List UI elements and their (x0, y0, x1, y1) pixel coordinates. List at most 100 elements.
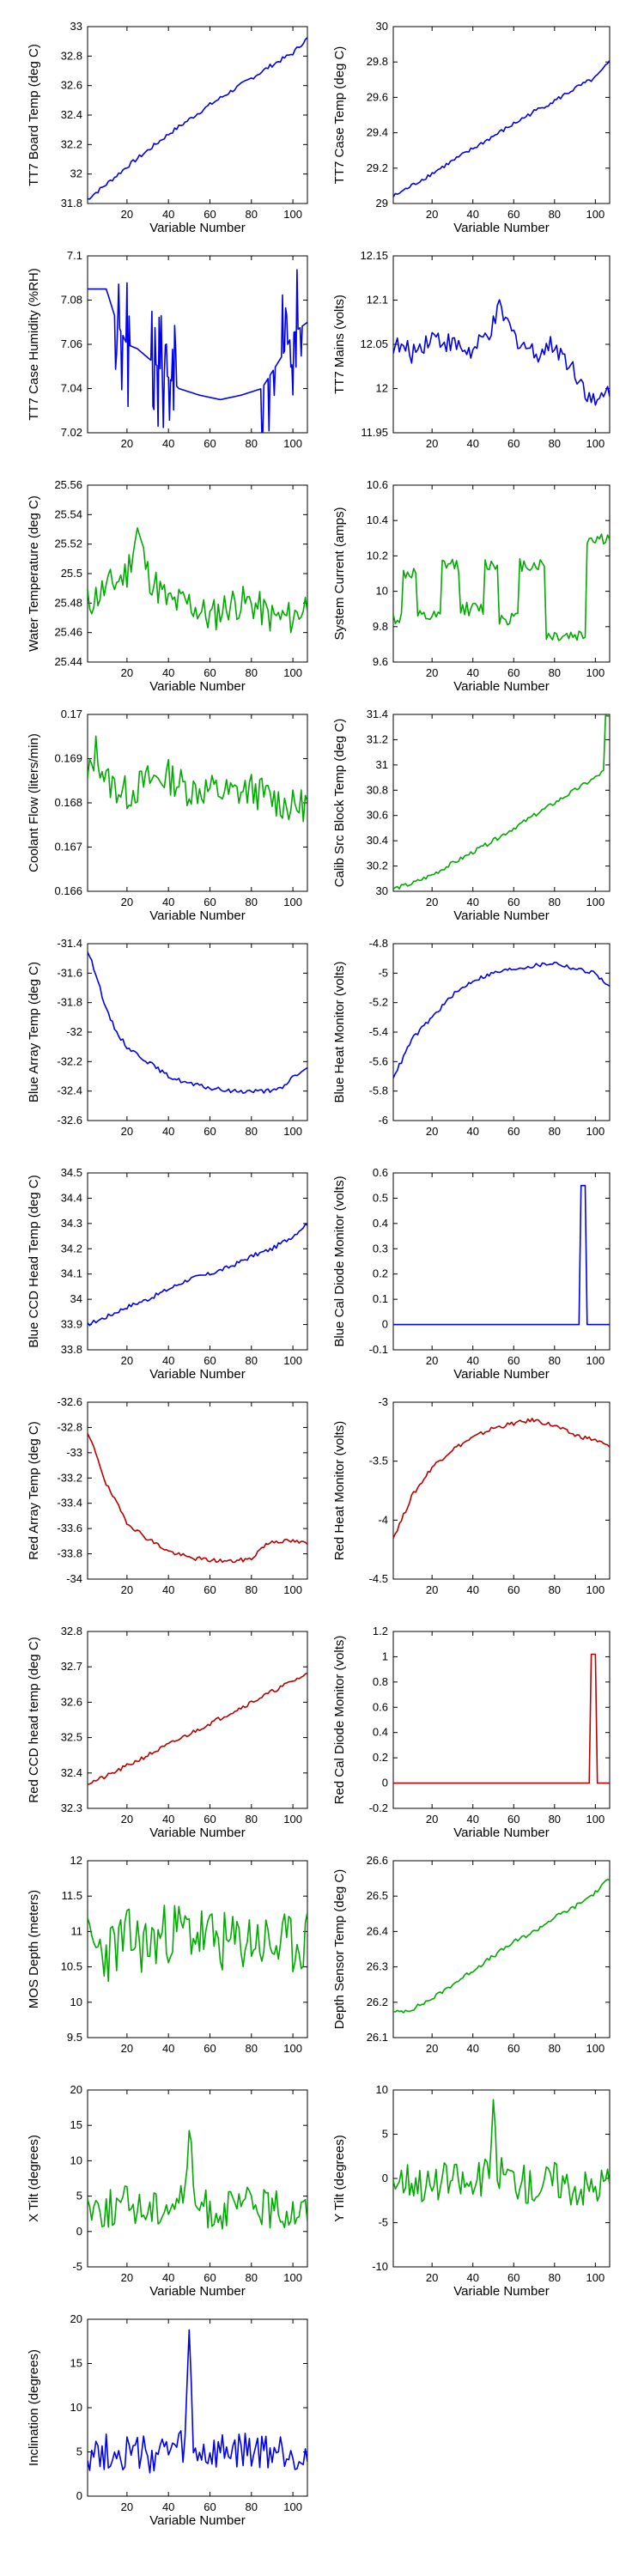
x-tick-label: 60 (507, 666, 519, 679)
x-tick-label: 60 (507, 2271, 519, 2284)
x-tick-label: 80 (246, 666, 258, 679)
series-line (393, 1878, 610, 2014)
y-axis-label: Red CCD head temp (deg C) (27, 1637, 41, 1802)
x-tick-label: 20 (121, 2500, 133, 2513)
series-line (393, 961, 610, 1078)
chart-10: 20 40 60 80 100 -6 -5.8 -5.6 -5.4 -5.2 -5 -4.8 Blue … (332, 937, 611, 1138)
y-tick-label: -10 (372, 2260, 388, 2273)
x-tick-label: 80 (549, 1583, 561, 1596)
y-tick-label: 34.2 (61, 1242, 82, 1255)
x-tick-label: 80 (549, 1354, 561, 1367)
y-tick-label: 0.1 (373, 1292, 388, 1305)
y-tick-label: -6 (378, 1114, 388, 1127)
y-axis-label: Blue Cal Diode Monitor (volts) (332, 1176, 347, 1346)
y-tick-label: 31.4 (367, 708, 388, 720)
x-axis-label: Variable Number (453, 1826, 549, 1840)
x-tick-label: 60 (204, 208, 216, 221)
series-line (393, 1653, 610, 1784)
plot-frame (392, 26, 611, 204)
y-tick-label: 0.5 (373, 1191, 388, 1204)
x-tick-label: 100 (586, 896, 605, 908)
y-tick-label: 0.6 (373, 1166, 388, 1179)
x-tick-label: 100 (586, 1354, 605, 1367)
x-tick-label: 80 (246, 1583, 258, 1596)
chart-5: 20 40 60 80 100 25.44 25.46 25.48 25.5 25.52 25.54… (27, 478, 308, 694)
chart-20: 20 40 60 80 100 -10 -5 0 5 10 Y Tilt (degrees) Vari… (332, 2083, 611, 2299)
series-line (88, 1905, 307, 1983)
chart-9: 20 40 60 80 100 -32.6 -32.4 -32.2 -32 -31.8 -31.6 -… (27, 937, 308, 1138)
series-line (88, 269, 307, 433)
y-axis-label: Blue Heat Monitor (volts) (332, 961, 347, 1103)
y-tick-label: 26.1 (367, 2031, 388, 2044)
y-tick-label: 26.5 (367, 1889, 388, 1902)
plot-frame (87, 2089, 308, 2268)
x-axis-label: Variable Number (453, 221, 549, 235)
x-tick-label: 20 (426, 2042, 438, 2055)
y-tick-label: 32.6 (61, 1695, 82, 1708)
y-tick-label: 5 (76, 2190, 82, 2202)
y-tick-label: 29.2 (367, 161, 388, 174)
y-tick-label: 9.8 (373, 620, 388, 633)
x-tick-label: 60 (507, 2042, 519, 2055)
x-tick-label: 100 (283, 208, 302, 221)
y-tick-label: 34.4 (61, 1191, 82, 1204)
x-tick-label: 60 (204, 2271, 216, 2284)
x-tick-label: 20 (426, 1354, 438, 1367)
y-tick-label: 0.6 (373, 1700, 388, 1713)
y-axis-label: Blue CCD Head Temp (deg C) (27, 1175, 41, 1347)
x-tick-label: 60 (507, 208, 519, 221)
x-tick-label: 20 (121, 1583, 133, 1596)
x-tick-label: 20 (121, 208, 133, 221)
y-tick-label: 20 (70, 2083, 82, 2096)
x-tick-label: 60 (204, 1354, 216, 1367)
x-tick-label: 80 (549, 208, 561, 221)
y-tick-label: -34 (66, 1572, 82, 1585)
x-tick-label: 100 (283, 1813, 302, 1826)
y-tick-label: 29.6 (367, 90, 388, 103)
x-axis-label: Variable Number (453, 908, 549, 923)
x-tick-label: 20 (426, 208, 438, 221)
y-tick-label: 25.46 (54, 626, 82, 639)
y-tick-label: 26.3 (367, 1960, 388, 1973)
x-tick-label: 80 (246, 2042, 258, 2055)
y-axis-label: System Current (amps) (332, 507, 347, 640)
y-tick-label: -31.4 (57, 937, 82, 950)
x-tick-label: 60 (507, 1583, 519, 1596)
x-tick-label: 80 (549, 2271, 561, 2284)
y-tick-label: 11.5 (62, 1889, 82, 1902)
x-axis-label: Variable Number (149, 679, 245, 694)
y-tick-label: 0 (382, 2172, 388, 2184)
y-tick-label: -33.6 (57, 1522, 82, 1534)
x-axis-label: Variable Number (453, 679, 549, 694)
x-tick-label: 100 (283, 2271, 302, 2284)
x-axis-label: Variable Number (149, 1367, 245, 1382)
x-tick-label: 100 (283, 666, 302, 679)
y-tick-label: -5 (378, 2216, 388, 2229)
y-tick-label: -32 (66, 1025, 82, 1038)
x-tick-label: 80 (246, 1813, 258, 1826)
plot-frame (87, 2318, 308, 2497)
y-tick-label: -5.8 (369, 1084, 388, 1097)
y-tick-label: 0.168 (54, 796, 82, 809)
x-tick-label: 100 (586, 1583, 605, 1596)
x-tick-label: 60 (204, 896, 216, 908)
x-tick-label: 40 (466, 437, 478, 450)
y-tick-label: 31 (376, 758, 388, 771)
y-tick-label: -0.2 (369, 1801, 388, 1814)
chart-16: 20 40 60 80 100 -0.2 0 0.2 0.4 0.6 0.8 1 1.2 Red Cal … (332, 1625, 611, 1840)
x-tick-label: 20 (426, 1813, 438, 1826)
plot-frame (87, 1172, 308, 1351)
y-axis-label: TT7 Mains (volts) (332, 295, 347, 394)
y-tick-label: 10.4 (367, 513, 388, 526)
y-tick-label: 25.5 (61, 567, 82, 580)
y-tick-label: 0.167 (54, 841, 82, 854)
y-tick-label: 0 (76, 2225, 82, 2238)
y-tick-label: -33.4 (57, 1497, 82, 1510)
x-tick-label: 100 (586, 437, 605, 450)
y-tick-label: 26.6 (367, 1854, 388, 1867)
x-tick-label: 20 (426, 666, 438, 679)
series-line (393, 1184, 610, 1326)
y-tick-label: -32.8 (57, 1420, 82, 1433)
y-axis-label: TT7 Board Temp (deg C) (27, 44, 41, 186)
x-tick-label: 20 (121, 437, 133, 450)
